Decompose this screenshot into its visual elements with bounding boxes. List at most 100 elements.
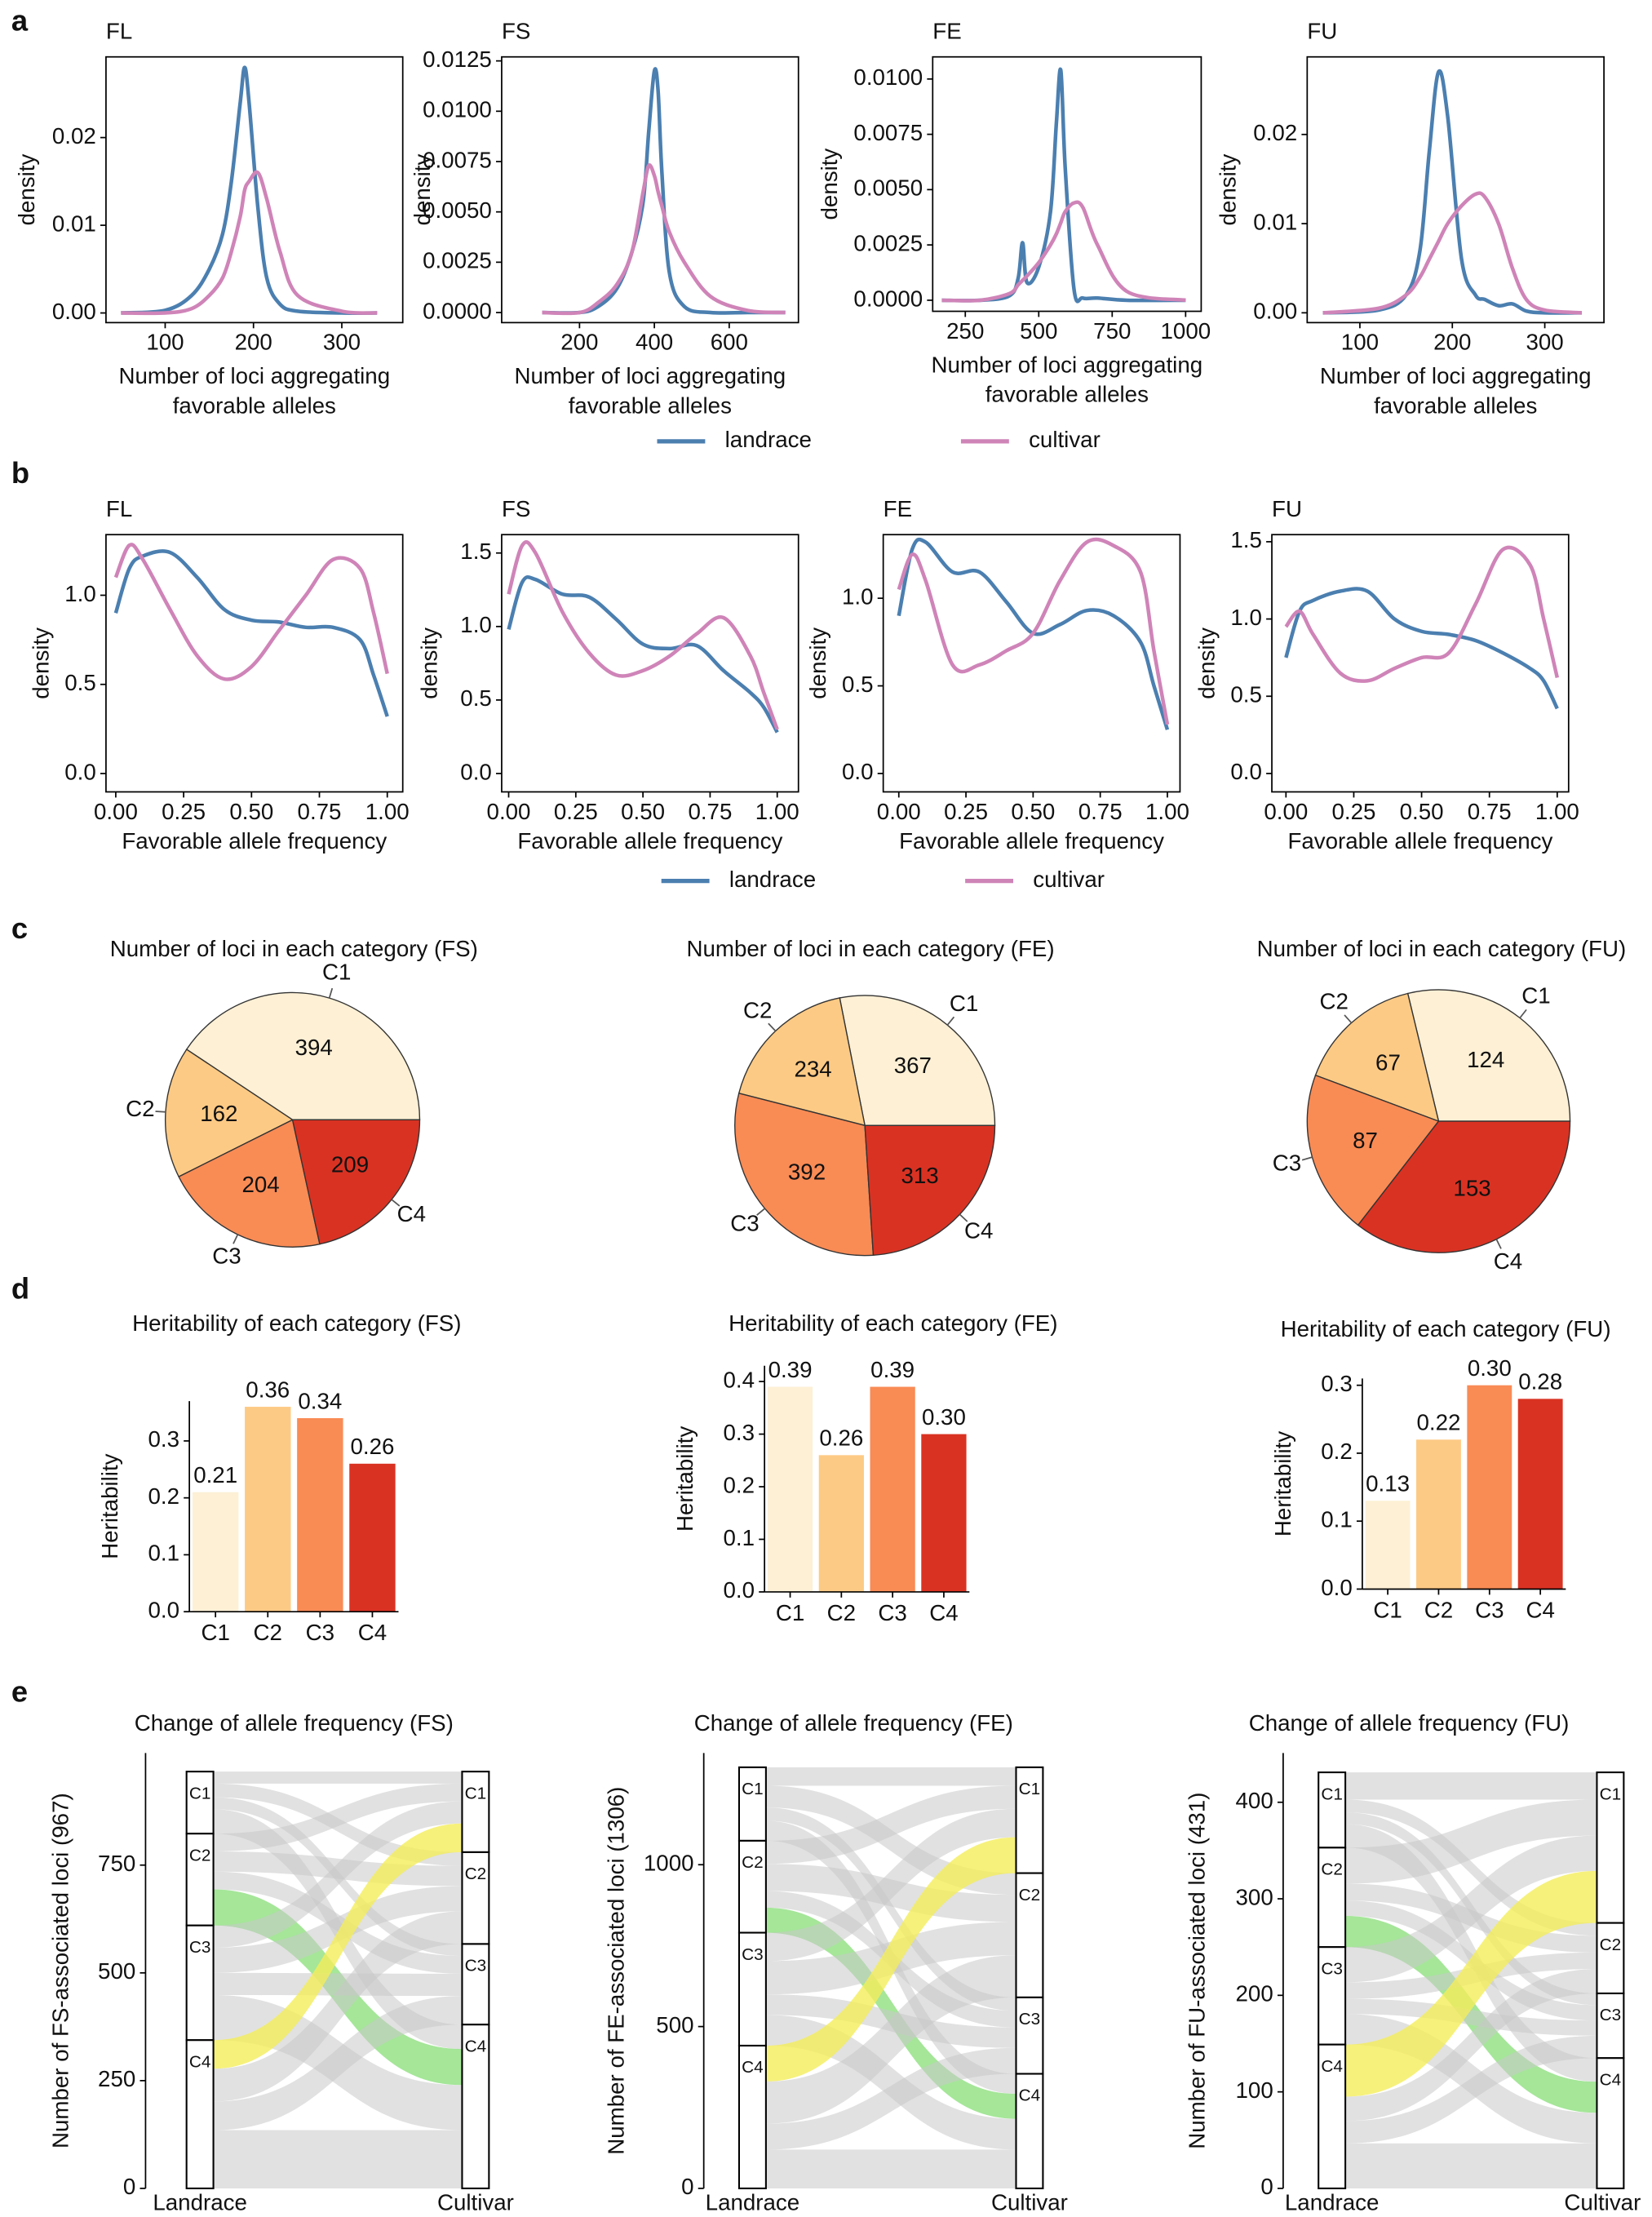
chart-title: FE — [932, 19, 961, 44]
stratum-label: C4 — [189, 2052, 211, 2071]
flow — [1345, 1835, 1597, 1983]
bar-value-label: 0.28 — [1518, 1369, 1562, 1394]
x-tick-label: 1000 — [1161, 318, 1211, 344]
flow — [765, 1808, 1016, 1962]
density-line — [941, 200, 1186, 303]
flow — [1345, 1870, 1597, 2097]
x-axis-label: Favorable allele frequency — [1287, 828, 1552, 854]
x-tick-label: 0.25 — [554, 799, 598, 824]
slice-value: 209 — [331, 1151, 369, 1177]
stratum — [1596, 1922, 1625, 1995]
y-axis-label: Heritability — [1270, 1431, 1295, 1536]
y-tick-label: 500 — [656, 2012, 693, 2037]
label-tick — [768, 1022, 777, 1032]
density-line — [1284, 545, 1560, 683]
slice-value: 153 — [1453, 1175, 1490, 1200]
legend-label: cultivar — [1029, 427, 1101, 452]
y-tick-label: 1.0 — [460, 612, 492, 637]
x-tick-label: C4 — [929, 1600, 958, 1625]
y-tick-label: 1.0 — [842, 583, 874, 609]
y-tick-label: 0.5 — [842, 672, 874, 697]
y-tick-label: 0.1 — [148, 1541, 179, 1566]
stratum-label: C2 — [189, 1846, 211, 1864]
x-axis-label: Favorable allele frequency — [899, 828, 1164, 854]
y-tick-label: 0.4 — [724, 1367, 755, 1392]
slice-category: C3 — [730, 1211, 759, 1236]
x-axis-label: Favorable allele frequency — [517, 828, 782, 854]
x-tick-label: 0.25 — [1331, 799, 1375, 824]
x-tick-label: 300 — [1526, 330, 1563, 355]
panel-label: b — [11, 456, 29, 490]
flow — [213, 1972, 463, 1997]
x-tick-label: 0.25 — [944, 799, 988, 824]
stratum-label: C1 — [465, 1784, 487, 1802]
x-tick-label: 0.50 — [1400, 799, 1444, 824]
bar-value-label: 0.39 — [870, 1357, 915, 1382]
bar — [349, 1463, 396, 1612]
stratum — [185, 2039, 215, 2189]
slice-category: C1 — [1521, 983, 1550, 1009]
x-tick-label: 0.50 — [621, 799, 665, 824]
stratum-label: C4 — [1321, 2057, 1343, 2076]
bar-value-label: 0.30 — [1468, 1355, 1512, 1381]
stratum — [737, 2044, 767, 2189]
x-axis-label: Number of loci aggregating — [932, 352, 1203, 377]
flow — [1345, 1772, 1597, 1800]
stratum — [185, 1771, 215, 1835]
x-tick-label: 100 — [146, 330, 184, 355]
x-axis-label: Number of loci aggregating — [515, 363, 786, 388]
x-tick-label: 0.00 — [487, 799, 531, 824]
plot-frame — [1306, 55, 1605, 324]
bar — [297, 1418, 343, 1612]
y-tick-label: 0.0025 — [853, 230, 923, 255]
stratum-label: C3 — [1321, 1959, 1343, 1978]
y-tick-label: 0.0000 — [423, 298, 492, 323]
x-tick-label: 1.00 — [755, 799, 799, 824]
bar-value-label: 0.39 — [768, 1357, 813, 1382]
y-axis-label: density — [28, 627, 53, 699]
y-tick-label: 0.00 — [52, 299, 96, 324]
y-axis-label: Number of FS-associated loci (967) — [48, 1793, 73, 2148]
y-tick-label: 0.0 — [64, 759, 96, 784]
flow — [765, 1767, 1016, 1786]
bar — [1365, 1501, 1411, 1590]
y-axis-label: Heritability — [672, 1426, 698, 1532]
y-tick-label: 0.0075 — [423, 147, 492, 172]
chart-title: Number of loci in each category (FE) — [687, 936, 1055, 961]
stratum-label: C4 — [1019, 2086, 1041, 2105]
y-tick-label: 250 — [98, 2066, 135, 2091]
stratum — [1015, 1996, 1044, 2075]
panel-label: c — [11, 911, 28, 945]
y-tick-label: 100 — [1236, 2077, 1273, 2103]
y-tick-label: 1.0 — [64, 581, 96, 606]
label-tick — [1495, 1239, 1502, 1249]
x-tick-label: 0.75 — [298, 799, 342, 824]
density-line — [121, 65, 378, 315]
y-tick-label: 0.5 — [1230, 682, 1262, 707]
slice-value: 367 — [894, 1053, 932, 1078]
y-axis-label: density — [417, 627, 442, 699]
x-axis-label: favorable alleles — [1374, 393, 1537, 419]
label-tick — [233, 1234, 239, 1244]
flow — [1345, 1969, 1597, 2122]
legend-label: landrace — [729, 867, 816, 892]
stratum — [737, 1766, 767, 1842]
pie-slice — [734, 1092, 875, 1257]
y-tick-label: 400 — [1236, 1788, 1273, 1813]
x-tick-label: Landrace — [153, 2189, 247, 2215]
y-axis-label: density — [1215, 154, 1240, 226]
chart-title: FL — [106, 496, 132, 521]
x-tick-label: 0.00 — [94, 799, 138, 824]
stratum-label: C1 — [1019, 1780, 1041, 1798]
plot-frame — [882, 534, 1181, 793]
stratum-label: C3 — [465, 1957, 487, 1975]
plot-frame — [1271, 534, 1570, 793]
bar — [1467, 1385, 1512, 1590]
y-tick-label: 0.0100 — [423, 97, 492, 122]
slice-category: C4 — [397, 1201, 426, 1226]
y-tick-label: 0.0050 — [423, 197, 492, 223]
x-tick-label: C2 — [1424, 1597, 1453, 1622]
chart-title: Number of loci in each category (FU) — [1257, 936, 1627, 961]
y-tick-label: 0.0 — [148, 1597, 179, 1622]
plot-frame — [501, 534, 799, 793]
